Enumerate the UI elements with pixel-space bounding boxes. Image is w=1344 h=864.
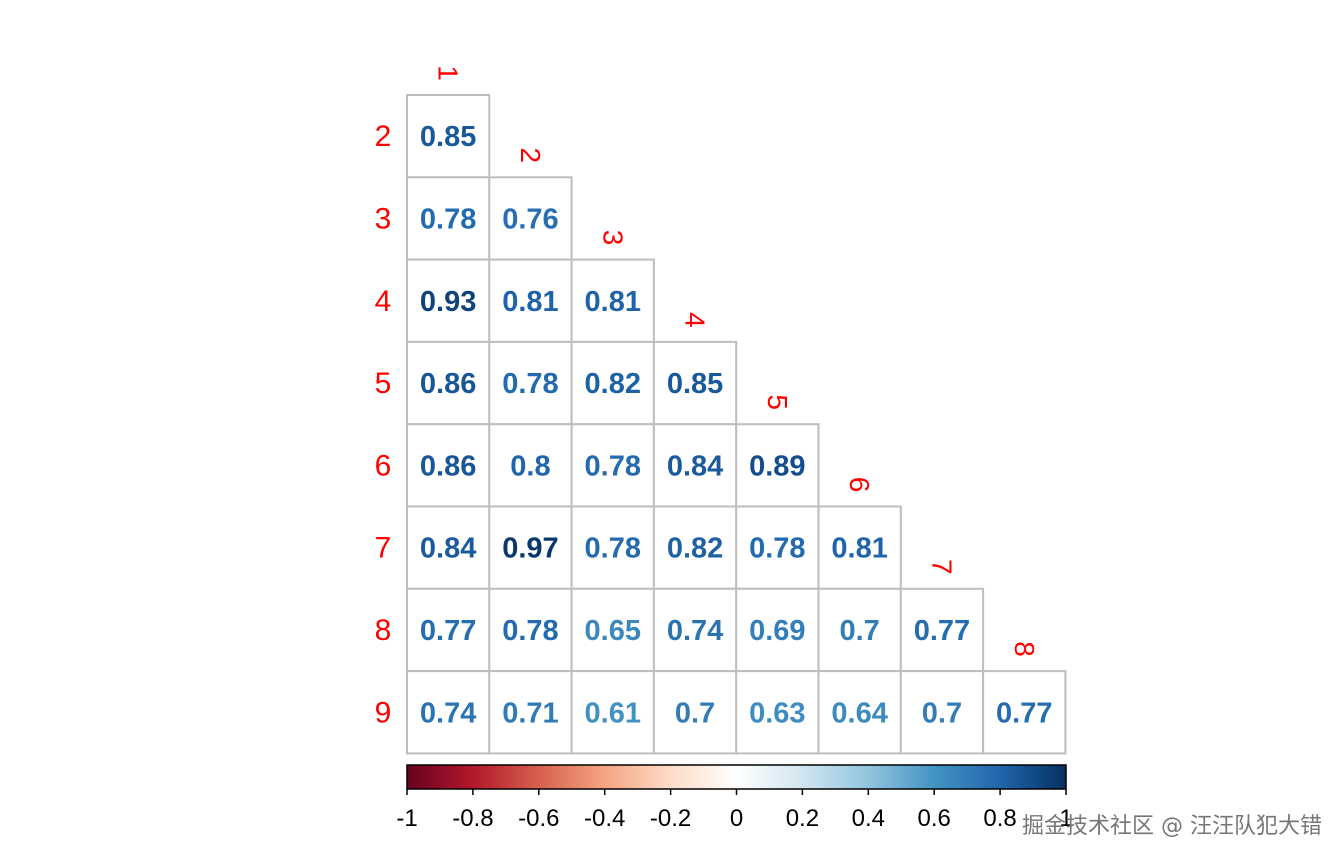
- cell-value-label: 0.77: [914, 615, 970, 647]
- cell-value-label: 0.77: [420, 615, 476, 647]
- cell-value-label: 0.7: [839, 615, 879, 647]
- column-label: 7: [926, 559, 957, 575]
- heatmap-cell: [899, 670, 985, 755]
- heatmap-cells: 0.850.78 0.760.93 0.81 0.810.86 0.78 0.82 0.85…: [406, 94, 1067, 755]
- colorbar-tick-label: 0.8: [983, 805, 1016, 832]
- column-label: 4: [680, 312, 711, 328]
- heatmap-cell: [488, 587, 573, 673]
- cell-value-label: 0.76: [502, 203, 558, 235]
- heatmap-cell: [406, 176, 491, 261]
- heatmap-cell: [817, 587, 902, 673]
- cell-value-label: 0.85: [420, 121, 476, 153]
- cell-value-label: 0.81: [585, 286, 641, 318]
- heatmap-cell: [570, 670, 655, 755]
- cell-value-label: 0.7: [675, 697, 715, 729]
- column-label: 6: [844, 477, 875, 493]
- colorbar-tick-label: -0.2: [650, 805, 691, 832]
- cell-value-label: 0.63: [749, 697, 805, 729]
- column-label: 2: [515, 148, 546, 164]
- heatmap-cell: [488, 505, 573, 590]
- row-label: 8: [375, 614, 392, 647]
- cell-value-label: 0.78: [502, 368, 558, 400]
- cell-value-label: 0.71: [502, 697, 558, 729]
- cell-value-label: 0.7: [922, 697, 962, 729]
- cell-value-label: 0.8: [510, 450, 550, 482]
- heatmap-cell: [982, 670, 1067, 755]
- row-label: 6: [375, 449, 392, 482]
- cell-value-label: 0.78: [749, 533, 805, 565]
- cell-value-label: 0.97: [502, 533, 558, 565]
- heatmap-cell: [652, 505, 738, 590]
- cell-value-label: 0.93: [420, 286, 476, 318]
- cell-value-label: 0.86: [420, 368, 476, 400]
- colorbar-tick-label: 0.4: [852, 805, 885, 832]
- cell-value-label: 0.84: [667, 450, 723, 482]
- column-label: 3: [597, 230, 628, 246]
- row-label: 4: [375, 285, 392, 318]
- cell-value-label: 0.81: [831, 533, 887, 565]
- heatmap-cell: [570, 505, 655, 590]
- colorbar-tick-label: -0.4: [584, 805, 625, 832]
- cell-value-label: 0.85: [667, 368, 723, 400]
- column-label: 1: [433, 65, 464, 81]
- heatmap-cell: [488, 340, 573, 426]
- heatmap-cell: [817, 505, 902, 590]
- heatmap-cell: [735, 505, 820, 590]
- colorbar-tick-label: 1: [1059, 805, 1072, 832]
- row-label: 5: [375, 367, 392, 400]
- row-label: 3: [375, 202, 392, 235]
- column-label: 8: [1009, 641, 1040, 657]
- colorbar: -1 -0.8 -0.6 -0.4 -0.2 0 0.2 0.4 0.6 0.8 1: [396, 764, 1073, 832]
- heatmap-cell: [652, 423, 738, 508]
- cell-value-label: 0.78: [502, 615, 558, 647]
- cell-value-label: 0.64: [831, 697, 887, 729]
- colorbar-gradient: [406, 764, 1067, 790]
- column-labels: 1 2 3 4 5 6 7 8: [433, 65, 1040, 657]
- cell-value-label: 0.86: [420, 450, 476, 482]
- heatmap-cell: [652, 340, 738, 426]
- colorbar-tick-label: -0.8: [452, 805, 493, 832]
- row-label: 7: [375, 532, 392, 565]
- row-labels: 2 3 4 5 6 7 8 9: [375, 120, 392, 729]
- heatmap-cell: [406, 505, 491, 590]
- colorbar-tick-label: 0.6: [918, 805, 951, 832]
- watermark-text: 掘金技术社区 @ 汪汪队犯大错: [1022, 814, 1322, 839]
- colorbar-tick-label: 0.2: [786, 805, 819, 832]
- cell-value-label: 0.82: [667, 533, 723, 565]
- colorbar-tick-label: -1: [396, 805, 417, 832]
- cell-value-label: 0.65: [585, 615, 641, 647]
- cell-value-label: 0.82: [585, 368, 641, 400]
- cell-value-label: 0.89: [749, 450, 805, 482]
- heatmap-cell: [406, 94, 491, 179]
- cell-value-label: 0.78: [585, 450, 641, 482]
- cell-value-label: 0.61: [585, 697, 641, 729]
- heatmap-cell: [406, 587, 491, 673]
- heatmap-cell: [570, 258, 655, 343]
- heatmap-cell: [406, 670, 491, 755]
- row-label: 9: [375, 696, 392, 729]
- cell-value-label: 0.78: [420, 203, 476, 235]
- cell-value-label: 0.74: [420, 697, 476, 729]
- heatmap-cell: [488, 423, 573, 508]
- cell-value-label: 0.69: [749, 615, 805, 647]
- heatmap-cell: [899, 587, 985, 673]
- cell-value-label: 0.78: [585, 533, 641, 565]
- column-label: 5: [762, 394, 793, 410]
- cell-value-label: 0.81: [502, 286, 558, 318]
- cell-value-label: 0.77: [996, 697, 1052, 729]
- heatmap-cell: [817, 670, 902, 755]
- colorbar-tick-label: -0.6: [518, 805, 559, 832]
- colorbar-tick-label: 0: [730, 805, 743, 832]
- row-label: 2: [375, 120, 392, 153]
- cell-value-label: 0.74: [667, 615, 723, 647]
- cell-value-label: 0.84: [420, 533, 476, 565]
